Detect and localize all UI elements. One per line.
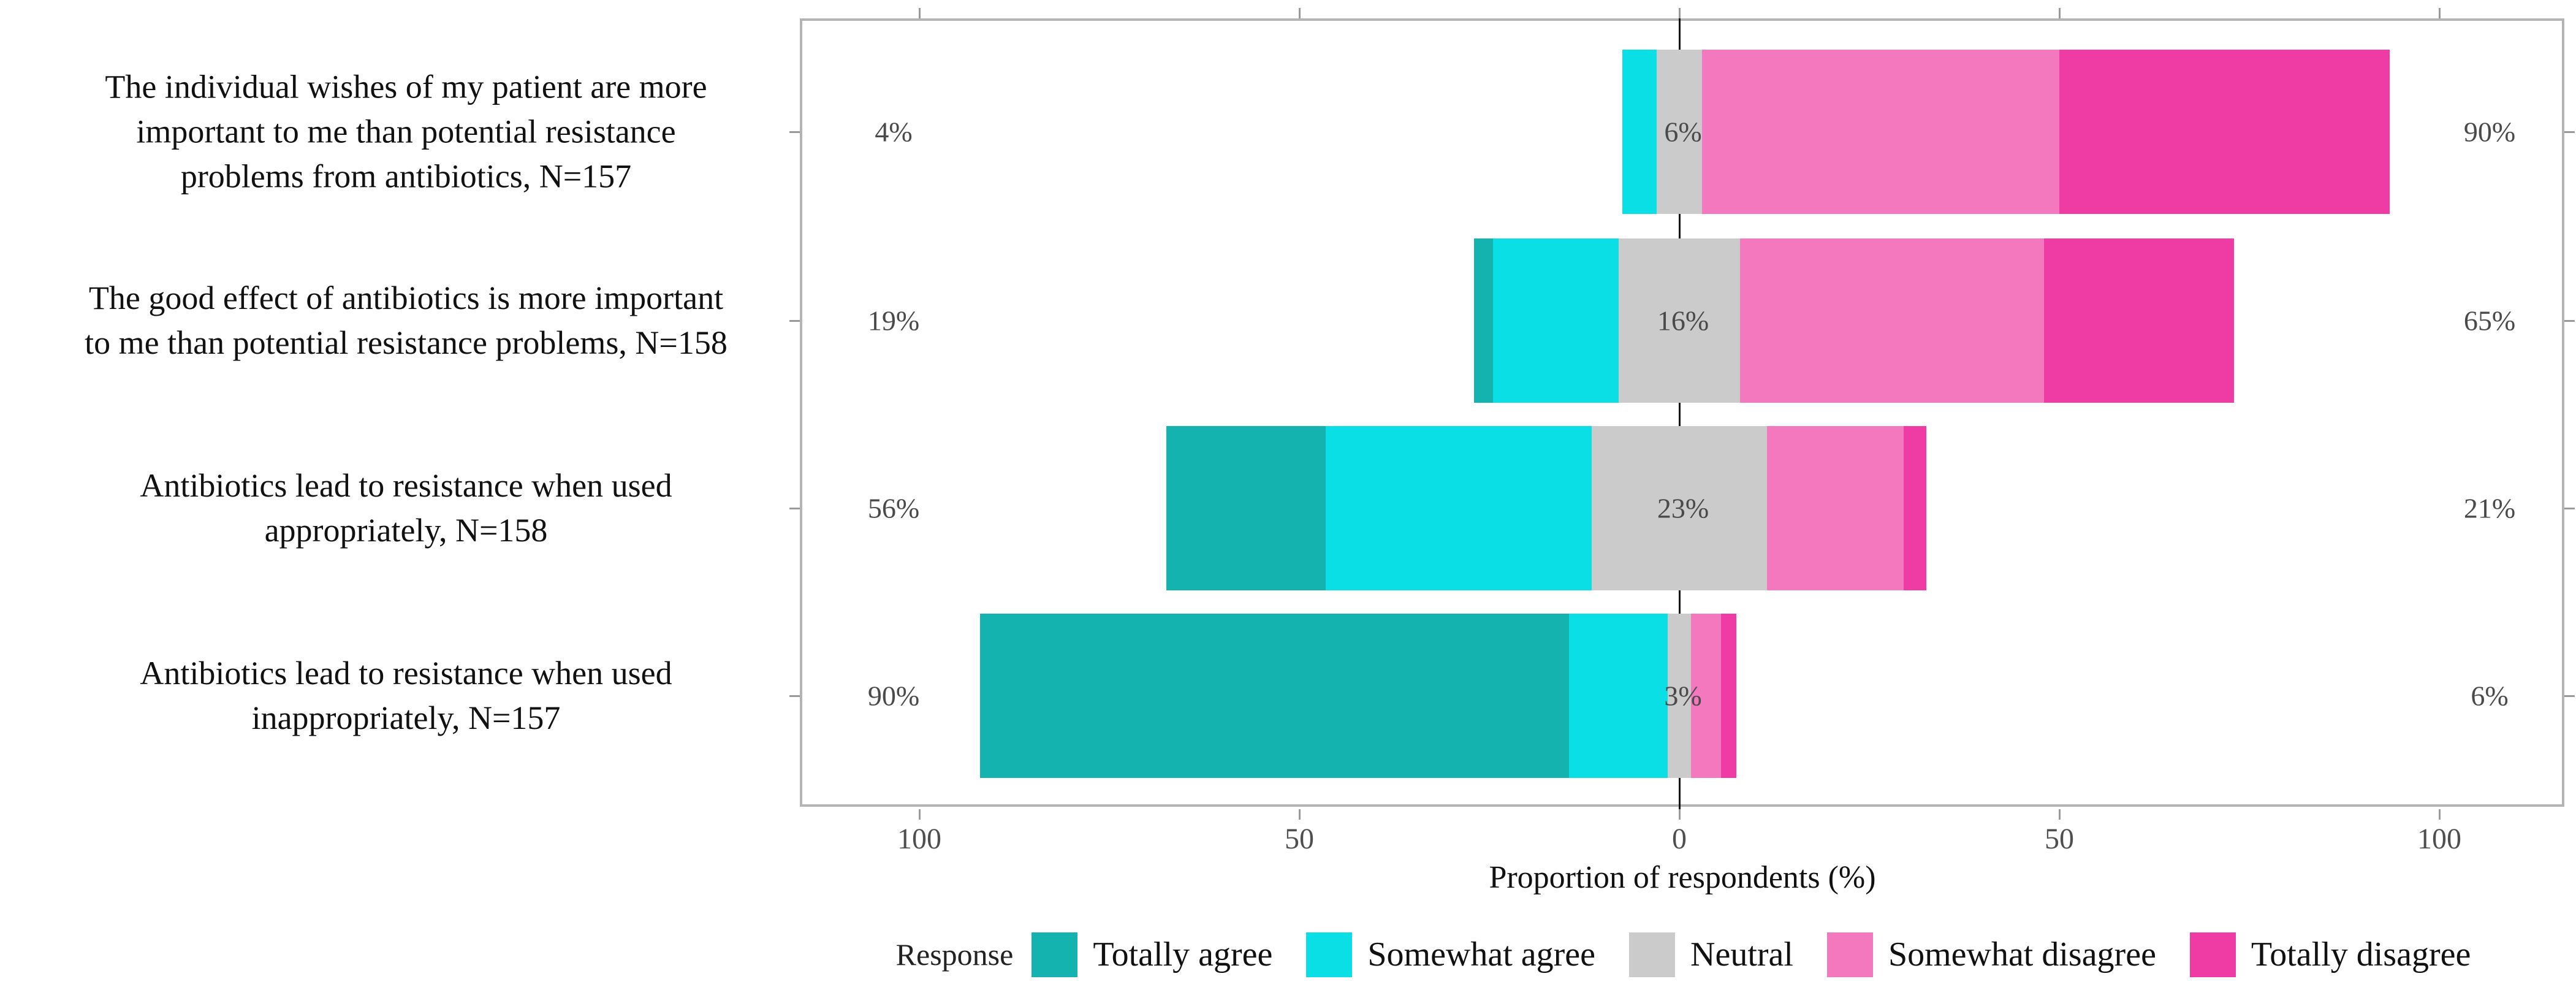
bar-segment-totally-disagree: [2044, 238, 2235, 403]
bar-segment-somewhat-disagree: [1766, 426, 1904, 590]
bar-segment-somewhat-disagree: [1702, 50, 2059, 214]
legend-swatch-totally-agree: [1032, 932, 1078, 977]
likert-bar-row: [1166, 426, 1926, 590]
x-axis-tick-bottom: [2058, 809, 2061, 820]
neutral-percent-label: 6%: [1664, 116, 1702, 148]
y-axis-tick-left: [789, 131, 800, 133]
disagree-percent-label: 21%: [2463, 492, 2516, 524]
agree-percent-label: 19%: [867, 305, 920, 337]
legend-item: Totally agree: [1032, 932, 1272, 977]
legend-title: Response: [895, 937, 1014, 972]
x-axis-tick-label: 100: [2417, 823, 2461, 855]
y-axis-category-label: The individual wishes of my patient are …: [105, 68, 707, 195]
y-axis-tick-left: [789, 695, 800, 697]
neutral-percent-label: 16%: [1657, 305, 1709, 337]
y-axis-category-label: Antibiotics lead to resistance when used…: [140, 467, 672, 549]
bar-segment-neutral: [1656, 50, 1703, 214]
legend-swatch-somewhat-disagree: [1826, 932, 1873, 977]
x-axis-tick-label: 50: [2045, 823, 2074, 855]
y-axis-tick-right: [2564, 319, 2575, 322]
likert-bar-row: [1622, 50, 2390, 214]
legend-item-label: Totally agree: [1093, 936, 1273, 974]
legend-swatch-somewhat-agree: [1306, 932, 1353, 977]
y-axis-tick-left: [789, 507, 800, 509]
x-axis-tick-top: [2058, 8, 2061, 18]
legend-item-label: Somewhat agree: [1367, 936, 1596, 974]
bar-segment-neutral: [1592, 426, 1767, 590]
agree-percent-label: 4%: [875, 116, 913, 148]
x-axis-tick-label: 100: [897, 823, 941, 855]
legend-swatch-totally-disagree: [2189, 932, 2236, 977]
legend-swatch-neutral: [1629, 932, 1676, 977]
bar-segment-totally-agree: [1474, 238, 1494, 403]
bar-segment-neutral: [1618, 238, 1741, 403]
x-axis-tick-label: 0: [1672, 823, 1687, 855]
bar-segment-somewhat-agree: [1493, 238, 1619, 403]
bar-segment-totally-agree: [980, 614, 1570, 778]
likert-bar-row: [1474, 238, 2235, 403]
likert-bar-row: [980, 614, 1736, 778]
x-axis-tick-top: [1678, 8, 1681, 18]
neutral-percent-label: 23%: [1657, 492, 1709, 524]
x-axis-tick-top: [1298, 8, 1301, 18]
zero-reference-line: [1678, 18, 1681, 809]
legend-item: Somewhat disagree: [1826, 932, 2156, 977]
legend: Response Totally agree Somewhat agree Neut…: [800, 927, 2567, 982]
disagree-percent-label: 65%: [2463, 305, 2516, 337]
bar-segment-somewhat-agree: [1622, 50, 1657, 214]
x-axis-tick-label: 50: [1285, 823, 1314, 855]
y-axis-tick-right: [2564, 507, 2575, 509]
legend-item: Neutral: [1629, 932, 1793, 977]
legend-item: Somewhat agree: [1306, 932, 1595, 977]
y-axis-tick-right: [2564, 695, 2575, 697]
bar-segment-totally-disagree: [2059, 50, 2390, 214]
bar-segment-totally-agree: [1166, 426, 1326, 590]
y-axis-tick-right: [2564, 131, 2575, 133]
x-axis-tick-top: [2438, 8, 2441, 18]
x-axis-tick-bottom: [1298, 809, 1301, 820]
y-axis-category-label: The good effect of antibiotics is more i…: [85, 280, 728, 361]
x-axis-tick-bottom: [1678, 809, 1681, 820]
y-axis-tick-left: [789, 319, 800, 322]
legend-item-label: Somewhat disagree: [1888, 936, 2156, 974]
bar-segment-somewhat-agree: [1569, 614, 1668, 778]
disagree-percent-label: 6%: [2471, 680, 2509, 712]
agree-percent-label: 56%: [867, 492, 920, 524]
y-axis-category-label: Antibiotics lead to resistance when used…: [140, 655, 672, 736]
legend-item-label: Totally disagree: [2251, 936, 2471, 974]
bar-segment-somewhat-agree: [1326, 426, 1592, 590]
x-axis-title: Proportion of respondents (%): [1489, 860, 1876, 895]
bar-segment-totally-disagree: [1721, 614, 1736, 778]
neutral-percent-label: 3%: [1664, 680, 1702, 712]
bar-segment-neutral: [1668, 614, 1691, 778]
legend-item: Totally disagree: [2189, 932, 2471, 977]
bar-segment-totally-disagree: [1903, 426, 1926, 590]
agree-percent-label: 90%: [867, 680, 920, 712]
bar-segment-somewhat-disagree: [1690, 614, 1722, 778]
x-axis-tick-bottom: [918, 809, 921, 820]
legend-items: Totally agree Somewhat agree Neutral Somewh…: [1032, 932, 2471, 977]
legend-item-label: Neutral: [1690, 936, 1793, 974]
disagree-percent-label: 90%: [2463, 116, 2516, 148]
x-axis-tick-bottom: [2438, 809, 2441, 820]
bar-segment-somewhat-disagree: [1740, 238, 2045, 403]
x-axis-tick-top: [918, 8, 921, 18]
